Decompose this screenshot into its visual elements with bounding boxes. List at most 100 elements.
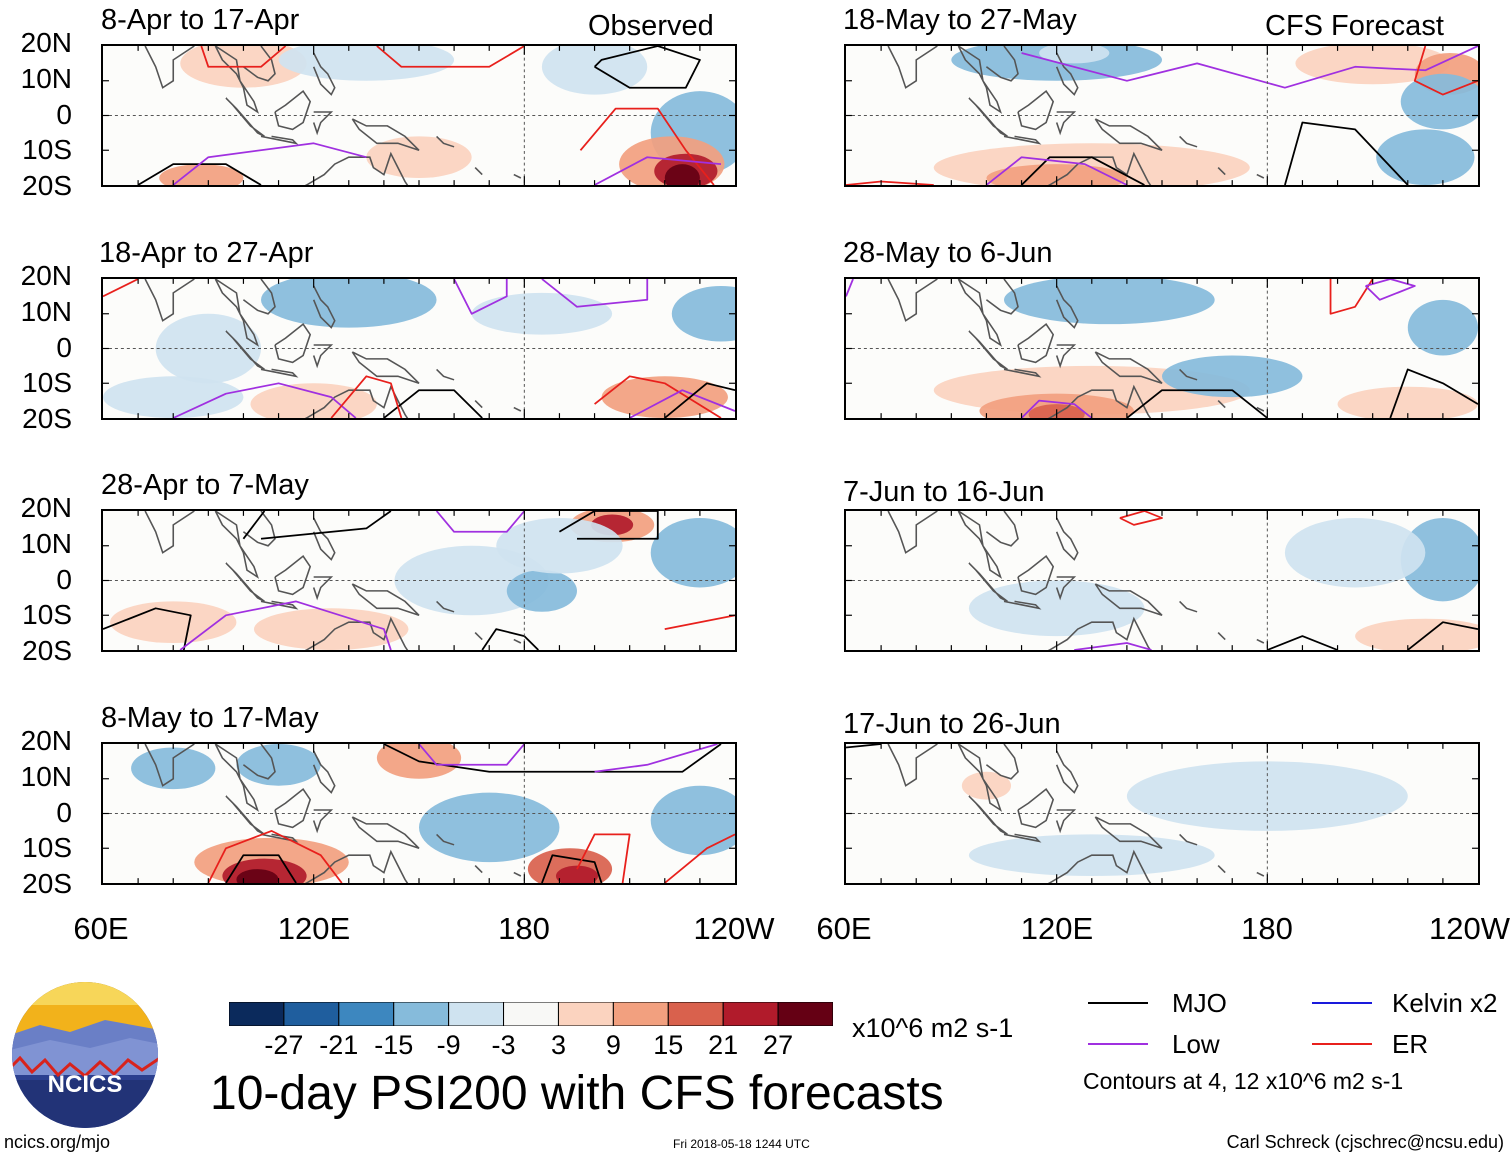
map-panel [844, 742, 1480, 885]
contour-line [435, 511, 526, 533]
panel-title: 28-Apr to 7-May [101, 469, 309, 501]
colorbar-label: 15 [653, 1030, 684, 1060]
y-tick-label: 10N [20, 295, 72, 327]
footer-author: Carl Schreck (cjschrec@ncsu.edu) [1226, 1132, 1504, 1152]
map-panel [844, 509, 1480, 652]
coastline [304, 616, 409, 650]
y-tick-label: 10S [22, 832, 72, 864]
anomaly-shading [555, 865, 599, 883]
contour-line [225, 854, 297, 883]
coastline [312, 52, 336, 96]
coastline [985, 511, 1019, 547]
coastline [436, 833, 455, 846]
anomaly-shading [650, 785, 735, 856]
y-tick-label: 20S [22, 868, 72, 899]
coastline [1055, 344, 1077, 369]
anomaly-shading [110, 601, 237, 644]
anomaly-shading [366, 136, 472, 179]
anomaly-shading [261, 279, 437, 328]
coastline [225, 97, 265, 138]
coastline [513, 406, 522, 412]
colorbar-swatch [612, 1002, 669, 1026]
legend-line-kelvin [1312, 1002, 1372, 1004]
anomaly-shading [236, 744, 321, 786]
anomaly-shading [496, 517, 623, 574]
coastline [1017, 323, 1055, 364]
coastline [1017, 90, 1055, 131]
panel-title: 8-May to 17-May [101, 702, 319, 734]
contours-note: Contours at 4, 12 x10^6 m2 s-1 [1083, 1068, 1404, 1094]
coastline [1055, 52, 1079, 96]
footer-timestamp: Fri 2018-05-18 1244 UTC [673, 1137, 810, 1151]
contour-line [576, 833, 631, 883]
coastline [260, 135, 299, 145]
ncics-logo: NCICS [12, 982, 158, 1128]
coastline [474, 865, 483, 874]
contour-line [558, 511, 659, 540]
coastline [1179, 833, 1198, 846]
coastline [1017, 788, 1055, 829]
anomaly-shading [155, 313, 261, 384]
contour-line [664, 382, 735, 418]
contour-line [1284, 121, 1409, 185]
coastline [274, 90, 312, 131]
contour-line [179, 600, 392, 650]
contour-line [593, 46, 701, 89]
coastline [1047, 151, 1152, 185]
y-tick-label: 0 [56, 796, 72, 828]
contour-line [594, 744, 718, 773]
coastline [957, 279, 1003, 347]
colorbar-swatch [667, 1002, 724, 1026]
coastline [1217, 167, 1226, 176]
contour-line [330, 375, 403, 418]
units-label: x10^6 m2 s-1 [852, 1013, 1014, 1043]
contour-line [453, 279, 508, 315]
coastline [351, 351, 420, 385]
coastline [968, 330, 1008, 371]
contour-line [985, 156, 1128, 185]
contour-line [172, 142, 367, 185]
legend-label-mjo: MJO [1172, 988, 1227, 1018]
colorbar [229, 1002, 833, 1026]
coastline [1055, 111, 1077, 136]
colorbar-label: -21 [319, 1030, 359, 1060]
x-tick-label: 180 [498, 911, 550, 946]
coastline [351, 816, 420, 850]
anomaly-shading [1284, 517, 1426, 588]
colorbar-label: -9 [436, 1030, 461, 1060]
coastline [304, 849, 409, 883]
x-tick-label: 180 [1241, 911, 1293, 946]
anomaly-shading [471, 292, 613, 335]
x-tick-label: 120W [693, 911, 775, 946]
coastline [957, 511, 1003, 579]
svg-text:NCICS: NCICS [48, 1071, 123, 1098]
map-svg [103, 511, 735, 650]
coastline [985, 46, 1019, 82]
coastline [1003, 833, 1042, 843]
coastline [214, 744, 260, 812]
panel-title: 8-Apr to 17-Apr [101, 4, 300, 36]
coastline [1094, 351, 1163, 385]
coastline [274, 323, 312, 364]
contour-line [481, 628, 539, 650]
contour-line [541, 854, 603, 883]
map-panel [844, 277, 1480, 420]
colorbar-label: 3 [550, 1030, 566, 1060]
coastline [1256, 638, 1265, 644]
coastline [1017, 555, 1055, 596]
colorbar-swatch [448, 1002, 505, 1026]
anomaly-shading [278, 46, 455, 81]
y-tick-label: 0 [56, 98, 72, 130]
map-svg [103, 744, 735, 883]
colorbar-swatch [503, 1002, 559, 1026]
coastline [957, 744, 1003, 812]
anomaly-shading [601, 376, 728, 418]
colorbar-swatch [557, 1002, 614, 1026]
footer-url[interactable]: ncics.org/mjo [4, 1132, 111, 1152]
coastline [1256, 871, 1265, 877]
contour-line [103, 279, 139, 298]
x-tick-label: 120E [1020, 911, 1094, 946]
map-svg [846, 46, 1478, 185]
anomaly-shading [1004, 279, 1215, 325]
colorbar-swatch [283, 1002, 340, 1026]
